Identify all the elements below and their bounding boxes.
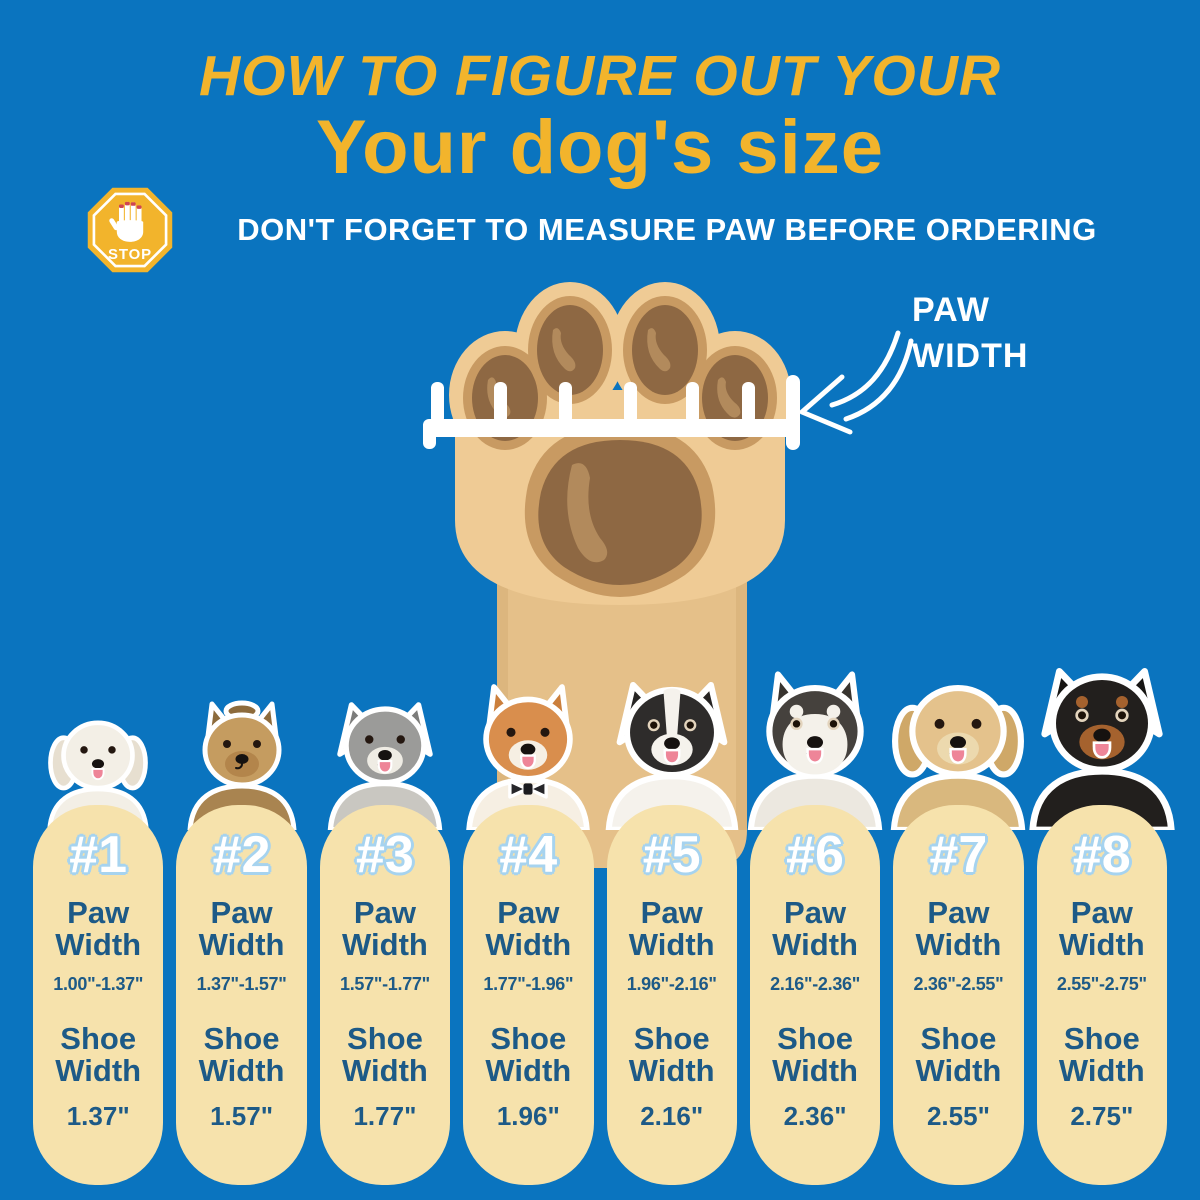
hand-icon: [109, 201, 144, 242]
paw-width-range: 1.37"-1.57": [196, 974, 287, 995]
shoe-width-heading: Shoe Width: [342, 1021, 428, 1088]
paw-width-range: 1.77"-1.96": [483, 974, 574, 995]
size-pill: #5 Paw Width 1.96"-2.16" Shoe Width 2.16…: [606, 805, 737, 1185]
size-column-6: #6 Paw Width 2.16"-2.36" Shoe Width 2.36…: [747, 671, 883, 1185]
size-number: #8: [1072, 826, 1131, 884]
shoe-width-value: 1.77": [353, 1101, 417, 1132]
shoe-width-value: 2.55": [926, 1101, 990, 1132]
size-column-5: #5 Paw Width 1.96"-2.16" Shoe Width 2.16…: [605, 681, 738, 1185]
size-pill: #3 Paw Width 1.57"-1.77" Shoe Width 1.77…: [319, 805, 451, 1185]
paw-width-label: PAW WIDTH: [912, 291, 1029, 375]
paw-width-heading: Paw Width: [485, 895, 572, 962]
paw-width-range: 1.57"-1.77": [340, 974, 430, 995]
warning-text: DON'T FORGET TO MEASURE PAW BEFORE ORDER…: [237, 212, 1097, 247]
size-column-3: #3 Paw Width 1.57"-1.77" Shoe Width 1.77…: [319, 702, 451, 1185]
shoe-width-value: 2.16": [640, 1101, 704, 1132]
size-pill: #8 Paw Width 2.55"-2.75" Shoe Width 2.75…: [1036, 805, 1167, 1185]
shoe-width-heading: Shoe Width: [628, 1021, 715, 1088]
shoe-width-heading: Shoe Width: [915, 1021, 1002, 1088]
size-number: #7: [929, 826, 988, 884]
paw-width-range: 1.00"-1.37": [53, 974, 144, 995]
paw-width-range: 1.96"-2.16": [626, 974, 717, 995]
dog-photo-shiba-inu: [460, 680, 596, 833]
paw-width-heading: Paw Width: [628, 895, 715, 962]
shoe-width-value: 1.37": [66, 1101, 130, 1132]
size-pill: #1 Paw Width 1.00"-1.37" Shoe Width 1.37…: [33, 805, 164, 1185]
shoe-width-heading: Shoe Width: [1058, 1021, 1145, 1088]
paw-width-heading: Paw Width: [915, 895, 1002, 962]
stop-sign-icon: STOP: [86, 186, 174, 274]
size-column-4: #4 Paw Width 1.77"-1.96" Shoe Width 1.96…: [463, 684, 594, 1185]
paw-width-range: 2.36"-2.55": [913, 974, 1004, 995]
shoe-width-value: 2.36": [783, 1101, 847, 1132]
page-subtitle-script: Your dog's size: [316, 105, 884, 190]
size-number: #3: [356, 826, 414, 884]
shoe-width-value: 1.96": [496, 1101, 560, 1132]
shoe-width-heading: Shoe Width: [198, 1021, 285, 1088]
curved-arrow-icon: [799, 330, 914, 435]
measuring-ruler-icon: [423, 375, 800, 450]
size-column-2: #2 Paw Width 1.37"-1.57" Shoe Width 1.57…: [176, 700, 307, 1185]
size-column-8: #8 Paw Width 2.55"-2.75" Shoe Width 2.75…: [1029, 668, 1175, 1185]
size-column-1: #1 Paw Width 1.00"-1.37" Shoe Width 1.37…: [33, 720, 164, 1185]
dog-photo-rottweiler: [1022, 654, 1182, 834]
dog-photo-border-collie: [599, 669, 745, 833]
paw-width-heading: Paw Width: [55, 895, 142, 962]
size-pill: #4 Paw Width 1.77"-1.96" Shoe Width 1.96…: [463, 805, 594, 1185]
shoe-width-heading: Shoe Width: [485, 1021, 572, 1088]
svg-text:STOP: STOP: [108, 246, 152, 263]
paw-width-heading: Paw Width: [198, 895, 285, 962]
size-pill: #6 Paw Width 2.16"-2.36" Shoe Width 2.36…: [749, 805, 881, 1185]
paw-width-range: 2.55"-2.75": [1056, 974, 1147, 995]
paw-width-heading: Paw Width: [772, 895, 858, 962]
size-column-7: #7 Paw Width 2.36"-2.55" Shoe Width 2.55…: [891, 684, 1026, 1185]
size-number: #1: [69, 826, 128, 884]
warning-row: STOP DON'T FORGET TO MEASURE PAW BEFORE …: [86, 184, 1160, 276]
size-number: #2: [212, 826, 271, 884]
size-pill: #7 Paw Width 2.36"-2.55" Shoe Width 2.55…: [893, 805, 1024, 1185]
shoe-width-value: 2.75": [1070, 1101, 1134, 1132]
size-number: #5: [642, 826, 701, 884]
page-title: HOW TO FIGURE OUT YOUR: [198, 44, 1002, 108]
size-columns: #1 Paw Width 1.00"-1.37" Shoe Width 1.37…: [33, 668, 1175, 1185]
shoe-width-value: 1.57": [210, 1101, 274, 1132]
shoe-width-heading: Shoe Width: [772, 1021, 858, 1088]
size-number: #6: [786, 826, 844, 884]
paw-width-range: 2.16"-2.36": [770, 974, 860, 995]
shoe-width-heading: Shoe Width: [55, 1021, 142, 1088]
size-number: #4: [499, 826, 558, 884]
size-pill: #2 Paw Width 1.37"-1.57" Shoe Width 1.57…: [176, 805, 307, 1185]
paw-width-heading: Paw Width: [1058, 895, 1145, 962]
paw-width-heading: Paw Width: [342, 895, 428, 962]
